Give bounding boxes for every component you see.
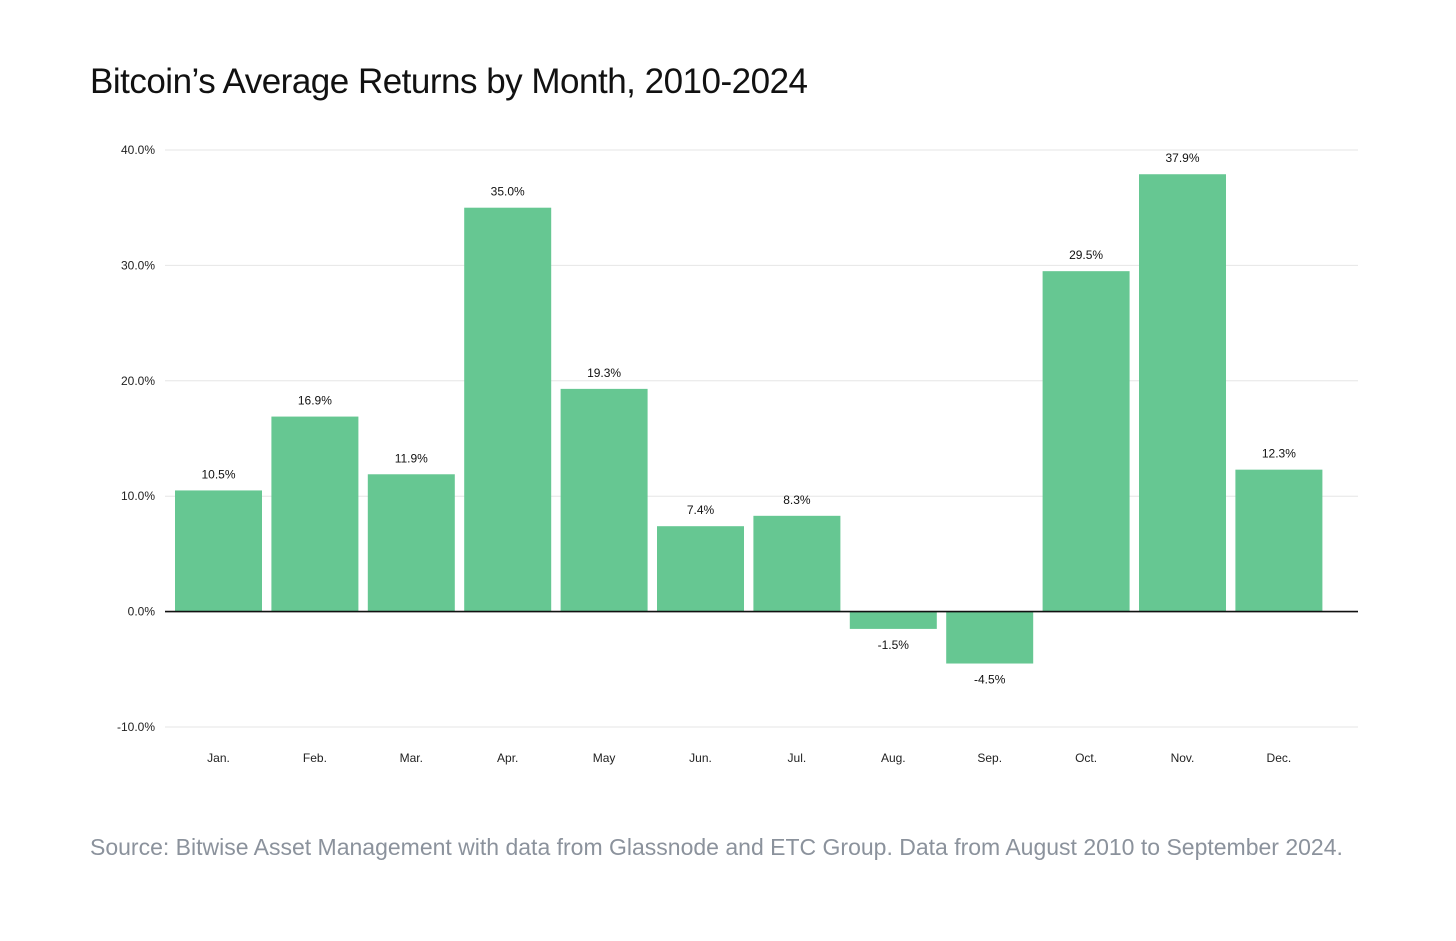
y-tick-label: 40.0% xyxy=(121,143,155,157)
chart-title: Bitcoin’s Average Returns by Month, 2010… xyxy=(90,62,808,101)
x-tick-label: Sep. xyxy=(977,751,1002,765)
x-axis-tick-labels: Jan. Feb. Mar. Apr. May Jun. Jul. Aug. Sep. Oct. N… xyxy=(207,751,1291,765)
bar-apr xyxy=(464,207,552,612)
data-label: 16.9% xyxy=(298,394,332,408)
x-tick-label: Jan. xyxy=(207,751,230,765)
bar-sep xyxy=(946,611,1034,664)
x-tick-label: Apr. xyxy=(497,751,518,765)
x-tick-label: May xyxy=(593,751,616,765)
y-tick-label: 10.0% xyxy=(121,489,155,503)
bar-aug xyxy=(849,611,937,629)
data-label: 19.3% xyxy=(587,366,621,380)
y-tick-label: -10.0% xyxy=(117,720,155,734)
bar-nov xyxy=(1139,174,1226,612)
data-label: 11.9% xyxy=(395,451,428,465)
y-tick-label: 20.0% xyxy=(121,374,155,388)
bar-jun xyxy=(657,526,744,612)
data-label: 10.5% xyxy=(201,467,235,481)
data-label: -4.5% xyxy=(974,673,1006,687)
bar-jan xyxy=(175,490,262,612)
data-label: 37.9% xyxy=(1165,151,1199,165)
bar-jul xyxy=(753,515,841,612)
data-label: 29.5% xyxy=(1069,248,1103,262)
data-label: 12.3% xyxy=(1262,447,1296,461)
data-label: -1.5% xyxy=(878,638,910,652)
y-axis-tick-labels: 40.0% 30.0% 20.0% 10.0% 0.0% -10.0% xyxy=(117,143,155,734)
bar-dec xyxy=(1235,469,1323,612)
bar-mar xyxy=(367,474,455,612)
data-label: 7.4% xyxy=(687,503,715,517)
bar-chart: 40.0% 30.0% 20.0% 10.0% 0.0% -10.0% 10.5% 16.9… xyxy=(117,143,1358,765)
y-tick-label: 30.0% xyxy=(121,258,155,272)
data-label: 8.3% xyxy=(783,493,811,507)
x-tick-label: Dec. xyxy=(1267,751,1292,765)
bar-may xyxy=(560,388,648,612)
bars xyxy=(175,174,1323,664)
x-tick-label: Jun. xyxy=(689,751,712,765)
y-tick-label: 0.0% xyxy=(128,605,156,619)
data-labels: 10.5% 16.9% 11.9% 35.0% 19.3% 7.4% 8.3% -1.5% -4… xyxy=(201,151,1296,686)
data-label: 35.0% xyxy=(491,185,525,199)
bar-feb xyxy=(271,416,359,612)
x-tick-label: Nov. xyxy=(1171,751,1195,765)
x-tick-label: Oct. xyxy=(1075,751,1097,765)
source-note: Source: Bitwise Asset Management with da… xyxy=(90,834,1343,860)
x-tick-label: Feb. xyxy=(303,751,327,765)
x-tick-label: Aug. xyxy=(881,751,906,765)
x-tick-label: Jul. xyxy=(788,751,807,765)
x-tick-label: Mar. xyxy=(400,751,423,765)
bar-oct xyxy=(1042,271,1130,612)
